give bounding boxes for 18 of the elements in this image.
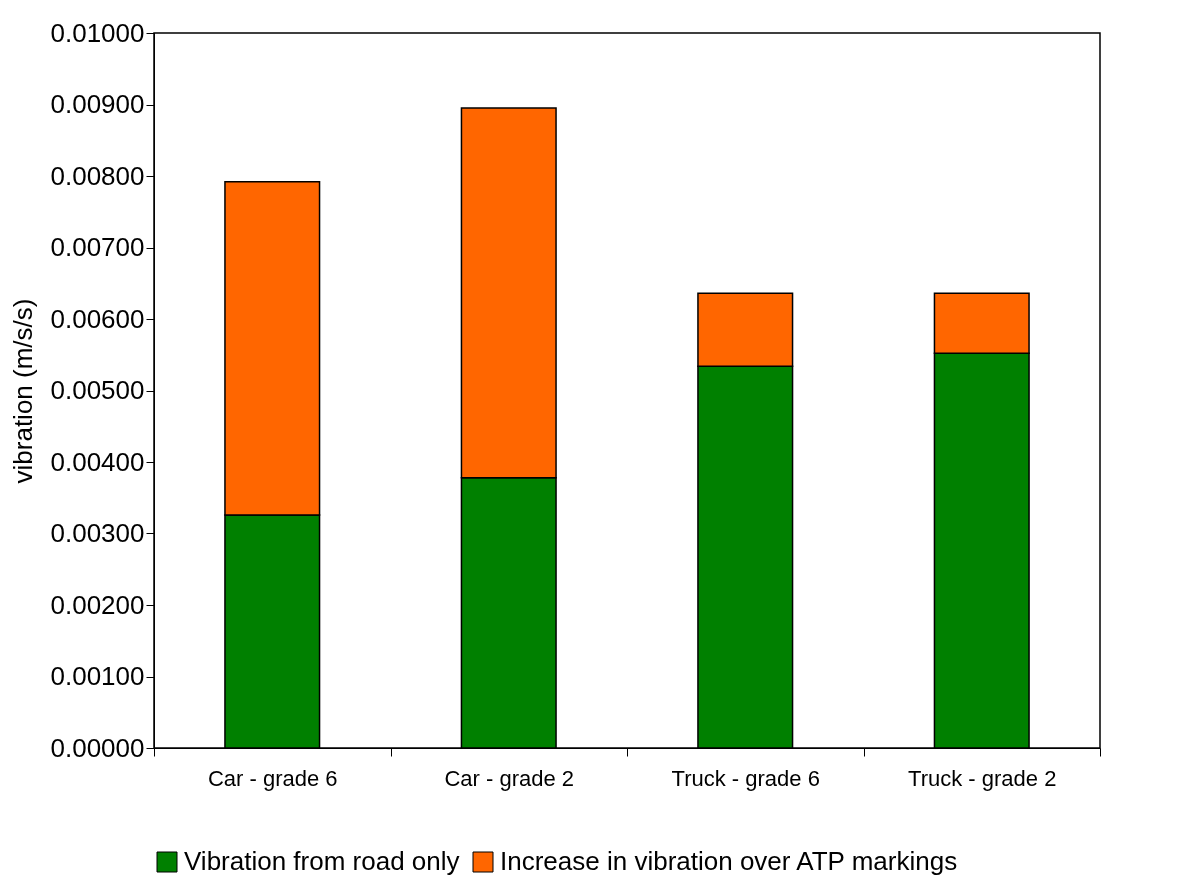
y-tick-label: 0.00600 <box>50 303 145 334</box>
y-tick-label: 0.00100 <box>50 661 145 691</box>
y-tick-label: 0.00400 <box>50 446 145 477</box>
y-tick-label: 0.00300 <box>50 518 145 548</box>
y-tick-label: 0.00900 <box>50 89 145 119</box>
x-tick-label: Car - grade 2 <box>444 765 575 791</box>
y-tick-label: 0.00500 <box>50 375 145 405</box>
y-tick-label: 0.00200 <box>50 589 145 620</box>
y-tick-label: 0.01000 <box>50 17 145 48</box>
x-tick-label: Truck - grade 2 <box>908 765 1057 791</box>
y-axis-title: vibration (m/s/s) <box>7 298 38 484</box>
y-tick-label: 0.00800 <box>50 160 145 191</box>
y-tick-label: 0.00000 <box>50 732 145 763</box>
legend-label: Vibration from road only <box>184 846 460 876</box>
x-tick-label: Car - grade 6 <box>207 765 338 791</box>
y-tick-label: 0.00700 <box>50 232 145 262</box>
x-tick-label: Truck - grade 6 <box>671 765 820 791</box>
legend-label: Increase in vibration over ATP markings <box>500 846 958 876</box>
